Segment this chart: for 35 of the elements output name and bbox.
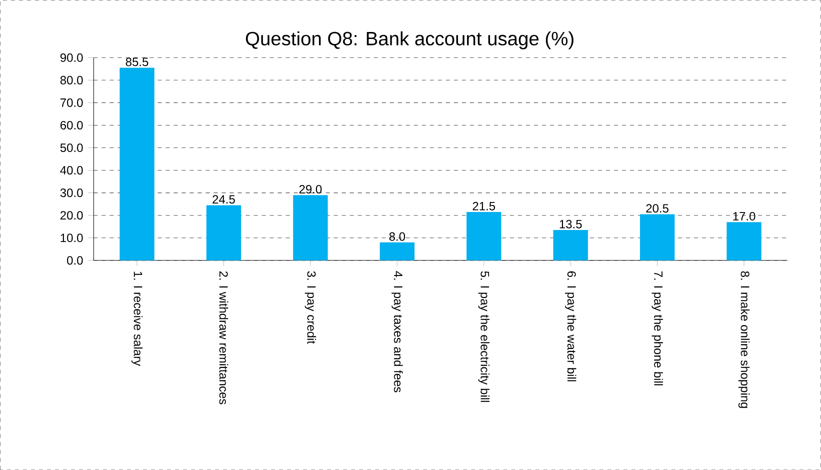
y-tick-label: 70.0 [60, 98, 83, 107]
bar [120, 68, 154, 260]
x-tick-label: 4. I pay taxes and fees [392, 271, 403, 392]
y-tick-label: 10.0 [60, 234, 83, 242]
bar [640, 214, 675, 260]
y-tick-label: 0.0 [67, 256, 83, 265]
data-label: 21.5 [472, 202, 496, 210]
x-tick-label: 2. I withdraw remittances [219, 271, 228, 404]
x-tick-label: 5. I pay the electricity bill [478, 271, 490, 402]
data-label: 20.5 [646, 204, 668, 213]
data-label: 8.0 [389, 232, 406, 241]
data-label: 85.5 [126, 58, 148, 66]
x-tick-label: 6. I pay the water bill [565, 271, 576, 382]
y-tick-label: 80.0 [60, 76, 83, 84]
y-tick-label: 20.0 [60, 211, 83, 220]
data-label: 29.0 [299, 184, 322, 194]
data-label: 24.5 [212, 195, 235, 204]
y-tick-label: 30.0 [60, 188, 83, 198]
y-tick-label: 90.0 [60, 53, 83, 62]
x-tick-label: 3. I pay credit [304, 271, 316, 344]
x-tick-label: 7. I pay the phone bill [652, 271, 663, 386]
y-tick-label: 40.0 [60, 166, 83, 174]
bar [293, 195, 328, 260]
y-tick-label: 50.0 [60, 143, 83, 152]
bar [380, 242, 415, 260]
data-label: 13.5 [560, 220, 582, 228]
data-label: 17.0 [733, 212, 756, 220]
y-tick-label: 60.0 [60, 120, 83, 130]
bar [466, 212, 502, 260]
x-tick-label: 1. I receive salary [131, 272, 143, 366]
bar [553, 230, 588, 260]
bar [726, 222, 762, 260]
bar [206, 205, 242, 260]
x-tick-label: 8. I make online shopping [738, 271, 750, 408]
chart-title: Question Q8: Bank account usage (%) [246, 31, 574, 50]
